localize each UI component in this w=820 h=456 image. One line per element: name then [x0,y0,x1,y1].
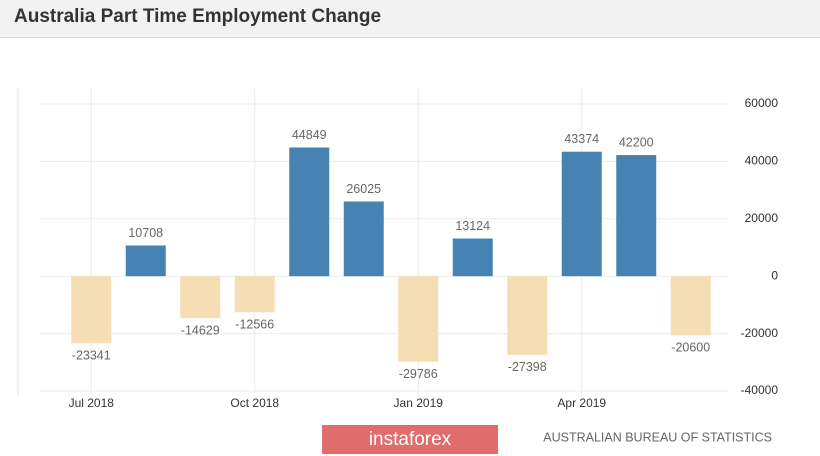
bar [452,238,493,277]
bar [561,151,602,277]
data-label: -27398 [508,360,547,374]
y-tick-label: 20000 [745,211,779,225]
x-tick-label: Apr 2019 [557,396,606,410]
bar [507,276,548,355]
y-tick-label: 60000 [745,96,779,110]
bar [343,201,384,277]
data-label: -14629 [181,323,220,337]
watermark-box [322,425,498,454]
bar [125,245,166,277]
data-label: 44849 [292,128,327,142]
data-label: 13124 [455,219,490,233]
data-label: -29786 [399,367,438,381]
y-tick-label: 0 [771,268,778,282]
bar [180,276,221,319]
data-label: 43374 [564,132,599,146]
source: AUSTRALIAN BUREAU OF STATISTICS [543,430,772,444]
bar [670,276,711,336]
chart-title: Australia Part Time Employment Change [14,6,382,27]
x-tick-label: Oct 2018 [230,396,279,410]
x-tick-label: Jan 2019 [394,396,444,410]
watermark: instaforex [369,429,452,450]
data-label: 10708 [128,226,163,240]
data-label: -23341 [72,348,111,362]
bar [616,155,657,277]
data-label: -12566 [235,318,274,332]
header: Australia Part Time Employment Change [0,0,820,38]
y-tick-label: -40000 [741,383,779,397]
bar [398,276,439,362]
y-tick-label: -20000 [741,326,779,340]
data-label: 42200 [619,135,654,149]
y-tick-label: 40000 [745,154,779,168]
bar [289,147,330,277]
data-label: -20600 [671,341,710,355]
bar [71,276,112,344]
x-tick-label: Jul 2018 [69,396,115,410]
data-label: 26025 [346,182,381,196]
bar [234,276,275,313]
